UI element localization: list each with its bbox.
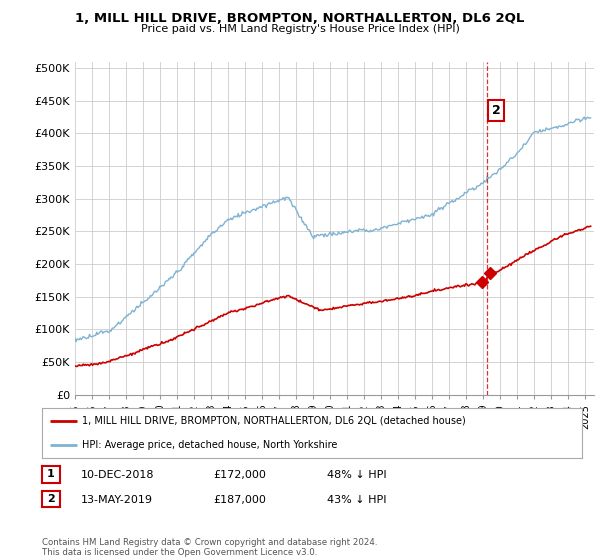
Text: 2: 2: [492, 104, 500, 117]
Text: £187,000: £187,000: [213, 494, 266, 505]
Text: 43% ↓ HPI: 43% ↓ HPI: [327, 494, 386, 505]
Text: 10-DEC-2018: 10-DEC-2018: [81, 470, 155, 480]
Text: HPI: Average price, detached house, North Yorkshire: HPI: Average price, detached house, Nort…: [83, 440, 338, 450]
Text: £172,000: £172,000: [213, 470, 266, 480]
Text: Price paid vs. HM Land Registry's House Price Index (HPI): Price paid vs. HM Land Registry's House …: [140, 24, 460, 34]
Text: 1, MILL HILL DRIVE, BROMPTON, NORTHALLERTON, DL6 2QL (detached house): 1, MILL HILL DRIVE, BROMPTON, NORTHALLER…: [83, 416, 466, 426]
Text: 1, MILL HILL DRIVE, BROMPTON, NORTHALLERTON, DL6 2QL: 1, MILL HILL DRIVE, BROMPTON, NORTHALLER…: [76, 12, 524, 25]
Text: 48% ↓ HPI: 48% ↓ HPI: [327, 470, 386, 480]
Text: Contains HM Land Registry data © Crown copyright and database right 2024.
This d: Contains HM Land Registry data © Crown c…: [42, 538, 377, 557]
Text: 13-MAY-2019: 13-MAY-2019: [81, 494, 153, 505]
Text: 1: 1: [47, 469, 55, 479]
Text: 2: 2: [47, 494, 55, 504]
